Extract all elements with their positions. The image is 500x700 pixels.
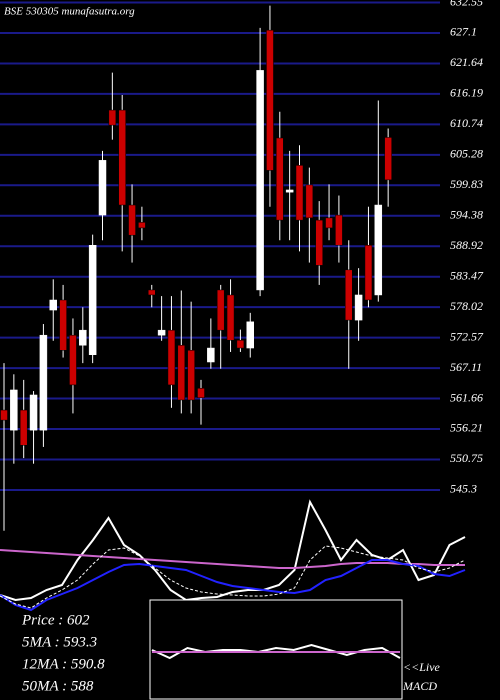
candle-body — [364, 245, 373, 301]
y-tick-label: 605.28 — [450, 147, 483, 161]
indicator-line — [0, 549, 465, 569]
candle-body — [266, 29, 274, 171]
candle-body — [148, 289, 156, 296]
candle-body — [157, 329, 166, 336]
candle-body — [345, 269, 353, 321]
candle-body — [98, 160, 107, 216]
candle-body — [285, 189, 294, 193]
candle-body — [69, 334, 77, 386]
y-tick-label: 578.02 — [450, 299, 483, 313]
candle-body — [384, 137, 392, 181]
candle-body — [315, 219, 323, 266]
y-tick-label: 572.57 — [450, 329, 484, 343]
info-12ma: 12MA : 590.8 — [22, 656, 105, 672]
indicator-line — [0, 559, 466, 612]
candle-body — [39, 334, 48, 431]
candle-body — [197, 388, 205, 399]
candle-body — [354, 294, 363, 321]
y-tick-label: 621.64 — [450, 55, 483, 69]
y-tick-label: 556.21 — [450, 421, 483, 435]
y-tick-label: 561.66 — [450, 390, 483, 404]
y-tick-label: 545.3 — [450, 482, 477, 496]
candle-body — [167, 329, 176, 386]
y-tick-label: 583.47 — [450, 268, 484, 282]
candle-body — [246, 321, 254, 349]
y-tick-label: 588.92 — [450, 238, 483, 252]
candle-body — [236, 339, 245, 349]
candle-body — [88, 245, 97, 355]
y-tick-label: 627.1 — [450, 25, 477, 39]
info-price: Price : 602 — [21, 612, 90, 628]
candle-body — [374, 204, 383, 296]
candle-body — [138, 222, 146, 229]
candle-body — [335, 214, 343, 246]
y-tick-label: 567.11 — [450, 360, 482, 374]
y-tick-label: 599.83 — [450, 177, 483, 191]
info-5ma: 5MA : 593.3 — [22, 634, 97, 650]
candle-body — [325, 217, 333, 229]
live-label: <<Live — [403, 660, 441, 674]
candle-body — [29, 394, 38, 431]
candle-body — [177, 345, 186, 401]
candle-body — [216, 289, 225, 331]
y-tick-label: 616.19 — [450, 86, 483, 100]
candle-body — [118, 109, 126, 206]
y-tick-label: 610.74 — [450, 116, 483, 130]
candle-body — [19, 409, 28, 446]
candle-body — [295, 165, 304, 221]
candle-body — [10, 389, 18, 431]
candle-body — [128, 204, 136, 236]
candle-body — [108, 109, 117, 126]
chart-title: BSE 530305 munafasutra.org — [4, 6, 135, 18]
candle-body — [187, 350, 195, 401]
candle-body — [226, 294, 235, 341]
candle-body — [207, 347, 215, 363]
candle-body — [79, 329, 87, 346]
y-tick-label: 594.38 — [450, 208, 483, 222]
candle-body — [256, 70, 264, 291]
candle-body — [0, 409, 8, 421]
y-tick-label: 632.55 — [450, 0, 483, 8]
macd-label: MACD — [402, 679, 437, 693]
indicator-line — [0, 545, 466, 609]
candle-body — [59, 299, 67, 351]
candle-body — [305, 184, 314, 219]
candle-body — [276, 137, 284, 221]
candle-body — [49, 299, 57, 311]
y-tick-label: 550.75 — [450, 451, 483, 465]
info-50ma: 50MA : 588 — [22, 678, 94, 694]
